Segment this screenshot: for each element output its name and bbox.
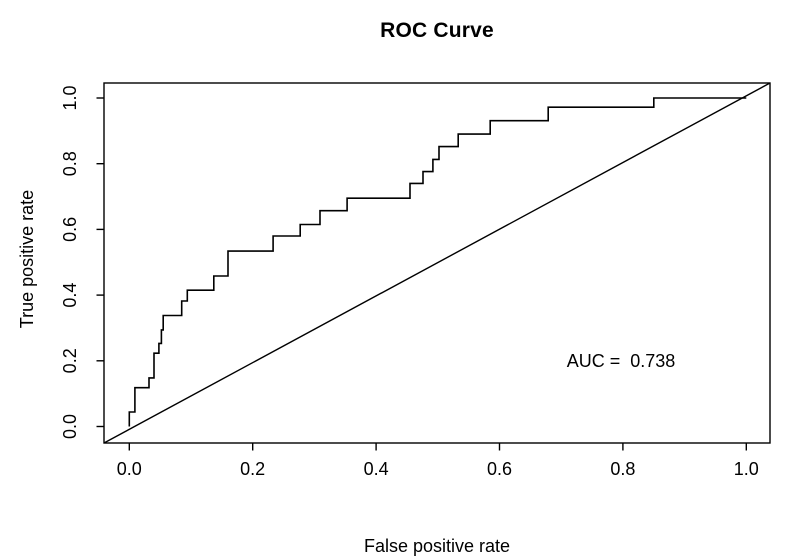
x-tick-label: 1.0 [734, 459, 759, 479]
roc-curve-line [128, 97, 747, 427]
y-axis-label: True positive rate [17, 189, 37, 329]
x-tick-label: 0.8 [610, 459, 635, 479]
x-axis-label: False positive rate [363, 536, 511, 556]
y-tick-label: 1.0 [60, 85, 80, 110]
x-tick-label: 0.2 [240, 459, 265, 479]
x-tick-label: 0.6 [487, 459, 512, 479]
y-tick-label: 0.0 [60, 414, 80, 439]
y-tick-label: 0.4 [60, 283, 80, 308]
x-tick-label: 0.0 [117, 459, 142, 479]
y-tick-label: 0.8 [60, 151, 80, 176]
auc-annotation: AUC = 0.738 [566, 351, 676, 371]
y-tick-label: 0.6 [60, 217, 80, 242]
plot-border [103, 82, 771, 444]
x-tick-label: 0.4 [364, 459, 389, 479]
y-tick-label: 0.2 [60, 348, 80, 373]
diagonal-reference-line [103, 82, 771, 444]
chart-title: ROC Curve [380, 19, 494, 42]
